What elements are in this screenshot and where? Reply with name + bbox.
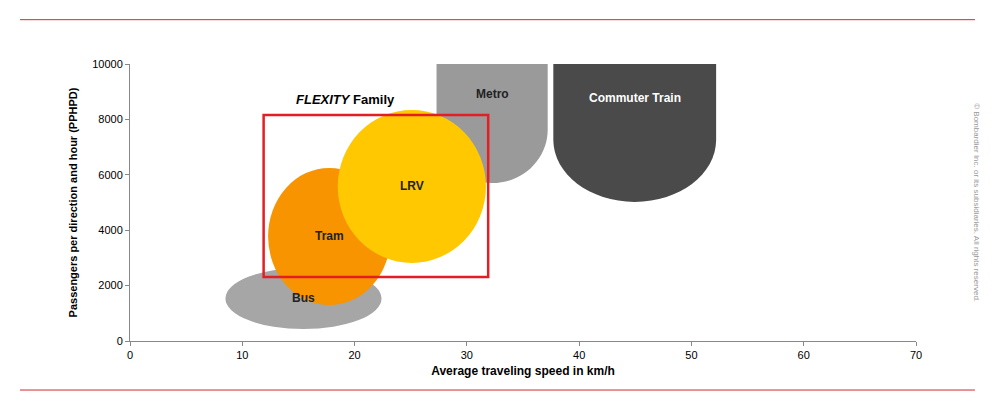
svg-text:40: 40: [573, 349, 585, 361]
svg-text:30: 30: [461, 349, 473, 361]
svg-text:8000: 8000: [98, 113, 122, 125]
svg-text:20: 20: [348, 349, 360, 361]
svg-text:4000: 4000: [98, 224, 122, 236]
svg-text:Commuter Train: Commuter Train: [589, 91, 681, 105]
svg-text:Average traveling speed in km/: Average traveling speed in km/h: [431, 364, 615, 378]
svg-text:Passengers per direction and h: Passengers per direction and hour (PPHPD…: [67, 87, 79, 317]
svg-text:0: 0: [127, 349, 133, 361]
svg-text:© Bombardier Inc. or its subsi: © Bombardier Inc. or its subsidiaries. A…: [972, 103, 981, 302]
svg-text:Metro: Metro: [476, 87, 509, 101]
svg-text:2000: 2000: [98, 279, 122, 291]
svg-text:Tram: Tram: [315, 229, 344, 243]
svg-text:FLEXITY Family: FLEXITY Family: [296, 92, 395, 107]
svg-text:LRV: LRV: [400, 179, 424, 193]
svg-text:10: 10: [236, 349, 248, 361]
svg-text:Bus: Bus: [292, 291, 315, 305]
svg-text:10000: 10000: [92, 58, 123, 70]
svg-text:70: 70: [910, 349, 922, 361]
svg-text:6000: 6000: [98, 169, 122, 181]
svg-text:0: 0: [117, 335, 123, 347]
svg-text:60: 60: [798, 349, 810, 361]
svg-text:50: 50: [685, 349, 697, 361]
